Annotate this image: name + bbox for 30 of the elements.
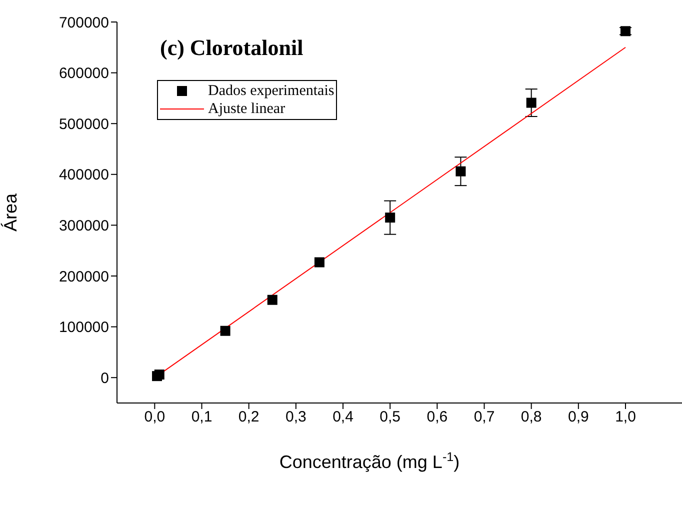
x-axis-title: Concentração (mg L$^{-1}$) (279, 450, 460, 472)
point (385, 212, 396, 223)
y-tick-label: 400000 (58, 166, 109, 184)
y-tick-label: 300000 (58, 218, 109, 235)
x-tick-label: 0,9 (568, 408, 589, 426)
x-tick-label: 0,6 (426, 408, 448, 426)
x-tick-label: 1,0 (615, 408, 636, 426)
x-tick-label: 0,0 (144, 408, 166, 426)
y-tick-label: 500000 (58, 116, 109, 133)
y-tick-label: 0 (100, 370, 109, 387)
point (220, 326, 230, 336)
point (267, 294, 278, 305)
y-tick-label: 600000 (58, 65, 109, 82)
point (526, 98, 536, 108)
x-tick-label: 0,8 (520, 408, 542, 426)
point (456, 166, 466, 176)
x-tick-label: 0,5 (380, 408, 401, 426)
legend-label: Ajuste linear (208, 100, 286, 118)
x-tick-label: 0,4 (332, 408, 354, 426)
x-tick-label: 0,2 (238, 408, 260, 426)
y-tick-label: 200000 (58, 268, 109, 286)
x-tick-label: 0,1 (191, 408, 212, 426)
x-tick-label: 0,7 (474, 408, 495, 426)
legend-label: Dados experimentais (208, 82, 334, 100)
text: (c) Clorotalonil (160, 35, 304, 60)
point (314, 257, 324, 268)
y-tick-label: 100000 (58, 319, 109, 336)
x-tick-label: 0,3 (285, 408, 306, 426)
y-axis-title: Área (0, 192, 20, 232)
y-tick-label: 700000 (58, 14, 109, 32)
